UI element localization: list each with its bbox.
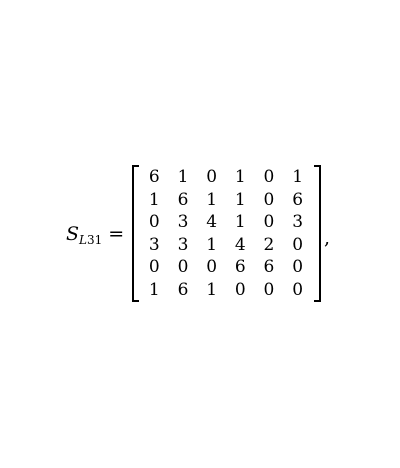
equation-lhs: SL31 =	[66, 222, 124, 252]
matrix-cell: 0	[148, 257, 160, 278]
matrix-cell: 6	[292, 189, 304, 210]
matrix-cell: 0	[292, 234, 304, 255]
matrix-cell: 6	[234, 257, 246, 278]
matrix-row-2: 1 6 1 1 0 6	[140, 189, 312, 212]
subscript-letter: L	[79, 233, 87, 247]
matrix-cell: 6	[263, 257, 275, 278]
matrix-row-5: 0 0 0 6 6 0	[140, 256, 312, 279]
matrix-cell: 6	[148, 167, 160, 188]
matrix-cell: 0	[148, 212, 160, 233]
matrix-cell: 1	[148, 189, 160, 210]
matrix-cell: 0	[177, 257, 189, 278]
matrix-cell: 3	[177, 234, 189, 255]
matrix-symbol: S	[66, 223, 80, 245]
subscript-number: 31	[87, 233, 103, 247]
matrix-cell: 0	[234, 279, 246, 300]
equals-sign: =	[108, 223, 125, 245]
matrix-cell: 0	[292, 279, 304, 300]
matrix-cell: 6	[177, 189, 189, 210]
matrix-cell: 1	[234, 189, 246, 210]
matrix-cell: 1	[206, 234, 218, 255]
matrix-cell: 0	[263, 279, 275, 300]
matrix-cell: 2	[263, 234, 275, 255]
matrix-cell: 1	[292, 167, 304, 188]
matrix-row-3: 0 3 4 1 0 3	[140, 211, 312, 234]
matrix-cell: 3	[177, 212, 189, 233]
left-bracket	[132, 165, 139, 302]
matrix-cell: 1	[234, 212, 246, 233]
matrix-subscript: L31	[79, 233, 102, 247]
matrix-cell: 4	[206, 212, 218, 233]
matrix-cell: 1	[206, 279, 218, 300]
matrix-cell: 4	[234, 234, 246, 255]
matrix-cell: 3	[148, 234, 160, 255]
matrix-cell: 0	[263, 189, 275, 210]
matrix-cell: 1	[206, 189, 218, 210]
matrix-cell: 3	[292, 212, 304, 233]
matrix-row-6: 1 6 1 0 0 0	[140, 279, 312, 302]
matrix-cell: 0	[206, 167, 218, 188]
matrix-body: 6 1 0 1 0 1 1 6 1 1 0 6 0 3 4 1 0 3	[140, 166, 312, 301]
matrix-cell: 6	[177, 279, 189, 300]
matrix-cell: 0	[263, 212, 275, 233]
matrix-cell: 1	[177, 167, 189, 188]
matrix-cell: 0	[292, 257, 304, 278]
matrix-cell: 1	[148, 279, 160, 300]
right-bracket	[314, 165, 321, 302]
matrix-cell: 1	[234, 167, 246, 188]
matrix-row-1: 6 1 0 1 0 1	[140, 166, 312, 189]
trailing-comma: ,	[324, 227, 331, 249]
matrix-row-4: 3 3 1 4 2 0	[140, 234, 312, 257]
matrix-cell: 0	[263, 167, 275, 188]
matrix-cell: 0	[206, 257, 218, 278]
